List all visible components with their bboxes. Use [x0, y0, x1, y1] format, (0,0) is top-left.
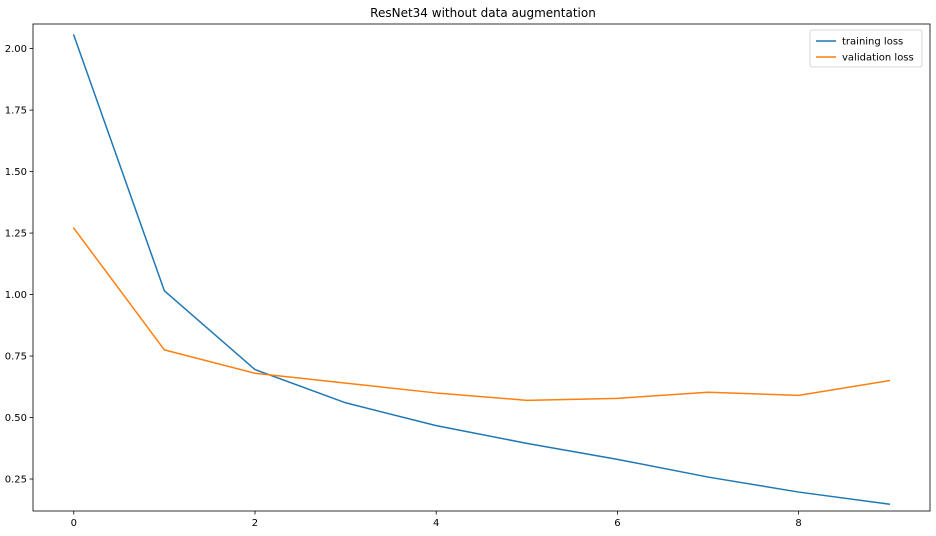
series-layer [72, 34, 891, 505]
x-tick-label: 8 [795, 518, 801, 529]
plot-area [32, 23, 931, 512]
y-tick-label: 0.50 [5, 413, 27, 424]
x-tick-label: 6 [614, 518, 620, 529]
x-axis: 0 2 4 6 8 [71, 511, 802, 529]
series-line-training-loss [72, 34, 891, 505]
y-tick-label: 1.25 [5, 229, 27, 240]
x-tick-label: 0 [71, 518, 77, 529]
y-tick-label: 1.00 [5, 290, 27, 301]
chart-title: ResNet34 without data augmentation [370, 6, 596, 20]
legend-label: validation loss [842, 53, 914, 64]
y-tick-label: 1.75 [5, 106, 27, 117]
x-tick-label: 2 [252, 518, 258, 529]
y-axis: 0.25 0.50 0.75 1.00 1.25 1.50 1.75 2.00 [5, 44, 33, 486]
y-tick-label: 2.00 [5, 44, 27, 55]
legend-label: training loss [842, 37, 903, 48]
y-tick-label: 0.75 [5, 352, 27, 363]
x-tick-label: 4 [433, 518, 439, 529]
legend: training loss validation loss [809, 29, 923, 68]
series-line-validation-loss [72, 227, 891, 402]
legend-box [809, 29, 923, 68]
y-tick-label: 0.25 [5, 475, 27, 486]
y-tick-label: 1.50 [5, 167, 27, 178]
